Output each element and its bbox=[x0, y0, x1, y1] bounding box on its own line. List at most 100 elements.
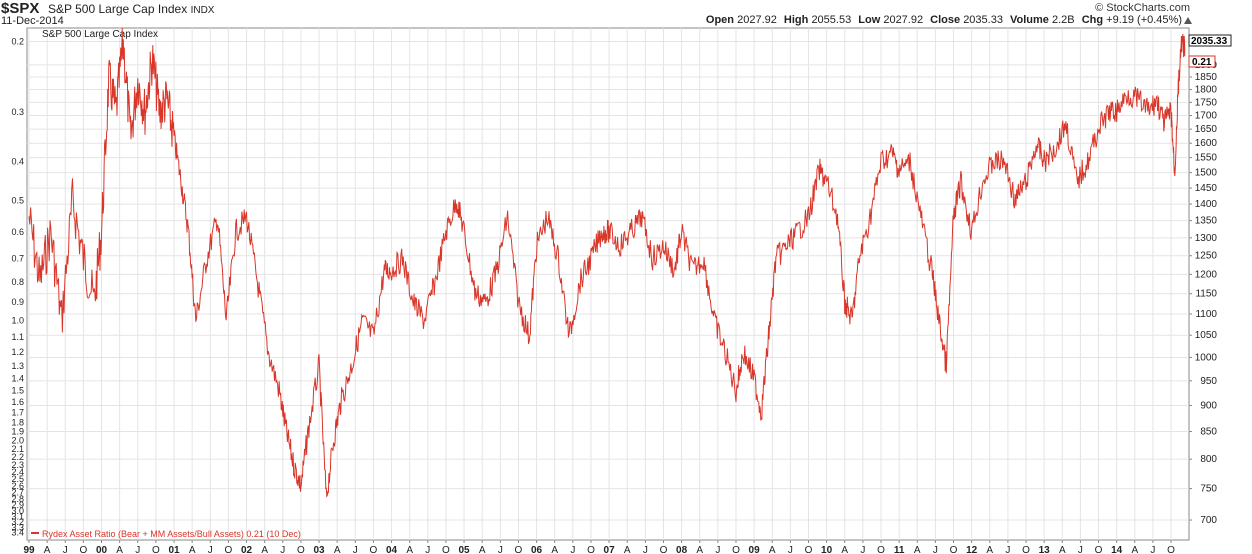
x-tick-label: O bbox=[732, 545, 740, 554]
x-tick-label: A bbox=[189, 545, 196, 554]
right-tick-label: 1250 bbox=[1195, 251, 1218, 262]
x-tick-label: A bbox=[986, 545, 993, 554]
right-tick-label: 1000 bbox=[1195, 352, 1218, 363]
right-tick-label: 1050 bbox=[1195, 330, 1218, 341]
right-tick-label: 1650 bbox=[1195, 124, 1218, 135]
x-tick-label: O bbox=[79, 545, 87, 554]
x-tick-label: O bbox=[950, 545, 958, 554]
left-axis-ticks: 0.2 0.3 0.4 0.5 0.6 0.7 0.8 0.9 1.0 1.1 1.2 1.3 1.4 1… bbox=[11, 37, 24, 538]
left-tick-label: 0.8 bbox=[11, 277, 24, 287]
x-tick-label: O bbox=[805, 545, 813, 554]
left-tick-label: 1.5 bbox=[11, 386, 24, 396]
left-tick-label: 1.6 bbox=[11, 397, 24, 407]
x-tick-label: 11 bbox=[894, 545, 905, 554]
x-tick-label: 05 bbox=[459, 545, 471, 554]
left-tick-label: 0.6 bbox=[11, 227, 24, 237]
x-tick-label: 04 bbox=[386, 545, 398, 554]
x-tick-label: 07 bbox=[604, 545, 616, 554]
x-tick-label: O bbox=[442, 545, 450, 554]
x-tick-label: 99 bbox=[23, 545, 35, 554]
x-tick-label: 03 bbox=[313, 545, 325, 554]
right-tick-label: 950 bbox=[1200, 376, 1217, 387]
up-arrow-icon bbox=[1184, 17, 1192, 24]
x-tick-label: A bbox=[479, 545, 486, 554]
ratio-label: 0.21 bbox=[1192, 57, 1212, 68]
x-tick-label: J bbox=[788, 545, 793, 554]
high-value: 2055.53 bbox=[811, 14, 852, 26]
left-tick-label: 3.2 bbox=[11, 517, 24, 527]
x-tick-label: 10 bbox=[821, 545, 833, 554]
vertical-gridlines bbox=[28, 28, 1172, 543]
x-tick-label: O bbox=[370, 545, 378, 554]
x-tick-label: O bbox=[1095, 545, 1103, 554]
x-tick-label: J bbox=[63, 545, 68, 554]
x-axis-labels: 99 A J O 00 A J O 01 A J O 02 A J O 03 A J O 04 A J O 05 A J O 06 A J O… bbox=[23, 545, 1175, 554]
last-price-box bbox=[1188, 34, 1232, 47]
x-tick-label: 13 bbox=[1039, 545, 1051, 554]
x-tick-label: A bbox=[44, 545, 51, 554]
brand-logo: © StockCharts.com bbox=[1095, 2, 1190, 14]
exchange-code: INDX bbox=[190, 5, 215, 16]
right-tick-label: 1400 bbox=[1195, 199, 1218, 210]
index-name: S&P 500 Large Cap Index bbox=[48, 2, 188, 16]
low-label: Low bbox=[858, 14, 881, 26]
left-tick-label: 1.4 bbox=[11, 374, 24, 384]
left-tick-label: 1.7 bbox=[11, 407, 24, 417]
x-tick-label: 08 bbox=[676, 545, 688, 554]
x-tick-label: O bbox=[515, 545, 523, 554]
x-tick-label: A bbox=[696, 545, 703, 554]
left-tick-label: 2.9 bbox=[11, 500, 24, 510]
right-tick-label: 1100 bbox=[1195, 309, 1217, 320]
right-tick-label: 1150 bbox=[1195, 289, 1217, 300]
plot-area bbox=[26, 27, 1190, 541]
chg-label: Chg bbox=[1081, 14, 1104, 26]
right-tick-label: 1550 bbox=[1195, 153, 1218, 164]
right-tick-label: 800 bbox=[1200, 454, 1217, 465]
x-tick-label: J bbox=[933, 545, 938, 554]
x-tick-label: J bbox=[1005, 545, 1010, 554]
x-tick-label: O bbox=[587, 545, 595, 554]
x-tick-label: O bbox=[877, 545, 885, 554]
x-tick-label: A bbox=[116, 545, 123, 554]
left-tick-label: 0.7 bbox=[11, 254, 24, 264]
x-tick-label: J bbox=[280, 545, 285, 554]
open-label: Open bbox=[705, 14, 735, 26]
legend-text: Rydex Asset Ratio (Bear + MM Assets/Bull… bbox=[42, 529, 301, 539]
x-tick-label: A bbox=[624, 545, 631, 554]
chg-value: +9.19 (+0.45%) bbox=[1106, 14, 1182, 26]
x-tick-label: O bbox=[1167, 545, 1175, 554]
low-value: 2027.92 bbox=[883, 14, 924, 26]
left-tick-label: 1.2 bbox=[11, 347, 24, 357]
right-tick-label: 900 bbox=[1200, 400, 1217, 411]
ratio-box bbox=[1188, 55, 1216, 68]
left-tick-label: 1.8 bbox=[11, 417, 24, 427]
left-tick-label: 0.2 bbox=[11, 37, 24, 47]
right-tick-label: 1500 bbox=[1195, 168, 1218, 179]
x-tick-label: 12 bbox=[966, 545, 978, 554]
volume-value: 2.2B bbox=[1052, 14, 1075, 26]
x-tick-label: J bbox=[860, 545, 865, 554]
x-tick-label: O bbox=[225, 545, 233, 554]
x-tick-label: 09 bbox=[749, 545, 761, 554]
right-tick-label: 1600 bbox=[1195, 138, 1218, 149]
x-tick-label: 02 bbox=[241, 545, 253, 554]
right-tick-label: 1700 bbox=[1195, 111, 1218, 122]
x-tick-label: J bbox=[353, 545, 358, 554]
right-tick-label: 850 bbox=[1200, 427, 1217, 438]
ticker-description: S&P 500 Large Cap Index INDX bbox=[48, 2, 214, 16]
panel-label: S&P 500 Large Cap Index bbox=[42, 29, 158, 40]
x-tick-label: A bbox=[406, 545, 413, 554]
ticker-symbol: $SPX bbox=[1, 0, 40, 17]
volume-label: Volume bbox=[1010, 14, 1049, 26]
right-tick-label: 1800 bbox=[1195, 85, 1218, 96]
series-line bbox=[28, 27, 1186, 498]
x-tick-label: O bbox=[297, 545, 305, 554]
close-value: 2035.33 bbox=[963, 14, 1003, 26]
left-tick-label: 2.6 bbox=[11, 481, 24, 491]
left-tick-label: 2.8 bbox=[11, 494, 24, 504]
right-tick-label: 1450 bbox=[1195, 183, 1218, 194]
right-tick-label: 1750 bbox=[1195, 97, 1218, 108]
ohlc-readout: Open 2027.92 High 2055.53 Low 2027.92 Cl… bbox=[706, 14, 1186, 26]
left-tick-label: 1.9 bbox=[11, 427, 24, 437]
